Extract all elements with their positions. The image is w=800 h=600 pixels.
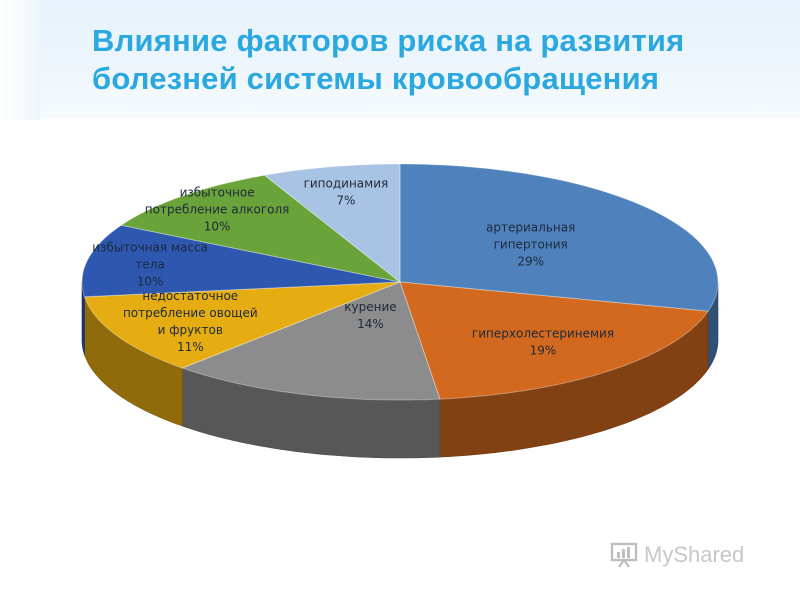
- pie-sides: [81, 282, 719, 459]
- data-label-line: 10%: [204, 220, 231, 234]
- data-label-line: 10%: [137, 274, 164, 288]
- data-label-артериальная-гипертония: артериальная гипертония 29%: [486, 220, 575, 268]
- data-label-line: курение: [344, 300, 396, 314]
- data-label-line: 11%: [177, 340, 204, 354]
- data-label-недостаточное-потребление-овощей-и-фруктов: недостаточное потребление овощей и фруктов…: [123, 289, 258, 354]
- watermark-text: MyShared: [644, 542, 745, 567]
- title-band: [40, 0, 800, 118]
- pie-slice-недостаточное-потребление-овощей-и-фруктов: [83, 281, 401, 369]
- data-label-курение: курение 14%: [344, 300, 396, 331]
- data-label-line: потребление овощей: [123, 306, 258, 320]
- data-label-избыточное-потребление-алкоголя: избыточное потребление алкоголя 10%: [145, 186, 290, 234]
- pie-labels: артериальная гипертония 29% гиперхолестерин…: [92, 177, 614, 358]
- data-label-line: артериальная: [486, 220, 575, 234]
- data-label-line: недостаточное: [142, 289, 238, 303]
- data-label-line: 29%: [517, 254, 544, 268]
- slide-title: Влияние факторов риска на развития болез…: [92, 22, 782, 98]
- data-label-line: избыточная масса: [92, 240, 208, 254]
- slide-title-line-2: болезней системы кровообращения: [92, 61, 660, 96]
- data-label-гиподинамия: гиподинамия 7%: [304, 177, 389, 208]
- title-band-left: [0, 0, 40, 120]
- data-label-line: гиперхолестеринемия: [472, 327, 614, 341]
- data-label-line: гипертония: [494, 237, 568, 251]
- pie-slice-избыточное-потребление-алкоголя: [120, 174, 401, 283]
- presentation-board-icon: [610, 542, 638, 568]
- data-label-line: 19%: [530, 344, 557, 358]
- data-label-line: потребление алкоголя: [145, 203, 290, 217]
- data-label-line: избыточное: [180, 186, 255, 200]
- pie-side-избыточная-масса-тела: [81, 282, 85, 355]
- data-label-избыточная-масса-тела: избыточная масса тела 10%: [92, 240, 208, 288]
- pie-slice-гиперхолестеринемия: [399, 281, 709, 400]
- data-label-line: 7%: [336, 194, 355, 208]
- data-label-line: тела: [135, 257, 164, 271]
- data-label-line: и фруктов: [158, 323, 223, 337]
- pie-slice-артериальная-гипертония: [399, 163, 719, 312]
- pie-slice-курение: [180, 281, 441, 401]
- pie-top: [81, 163, 719, 401]
- pie-slice-гиподинамия: [263, 163, 401, 284]
- pie-slice-избыточная-масса-тела: [81, 224, 401, 298]
- data-label-гиперхолестеринемия: гиперхолестеринемия 19%: [472, 327, 614, 358]
- data-label-line: гиподинамия: [304, 177, 389, 191]
- watermark: MyShared: [608, 538, 778, 572]
- slide-title-line-1: Влияние факторов риска на развития: [92, 23, 685, 58]
- data-label-line: 14%: [357, 317, 384, 331]
